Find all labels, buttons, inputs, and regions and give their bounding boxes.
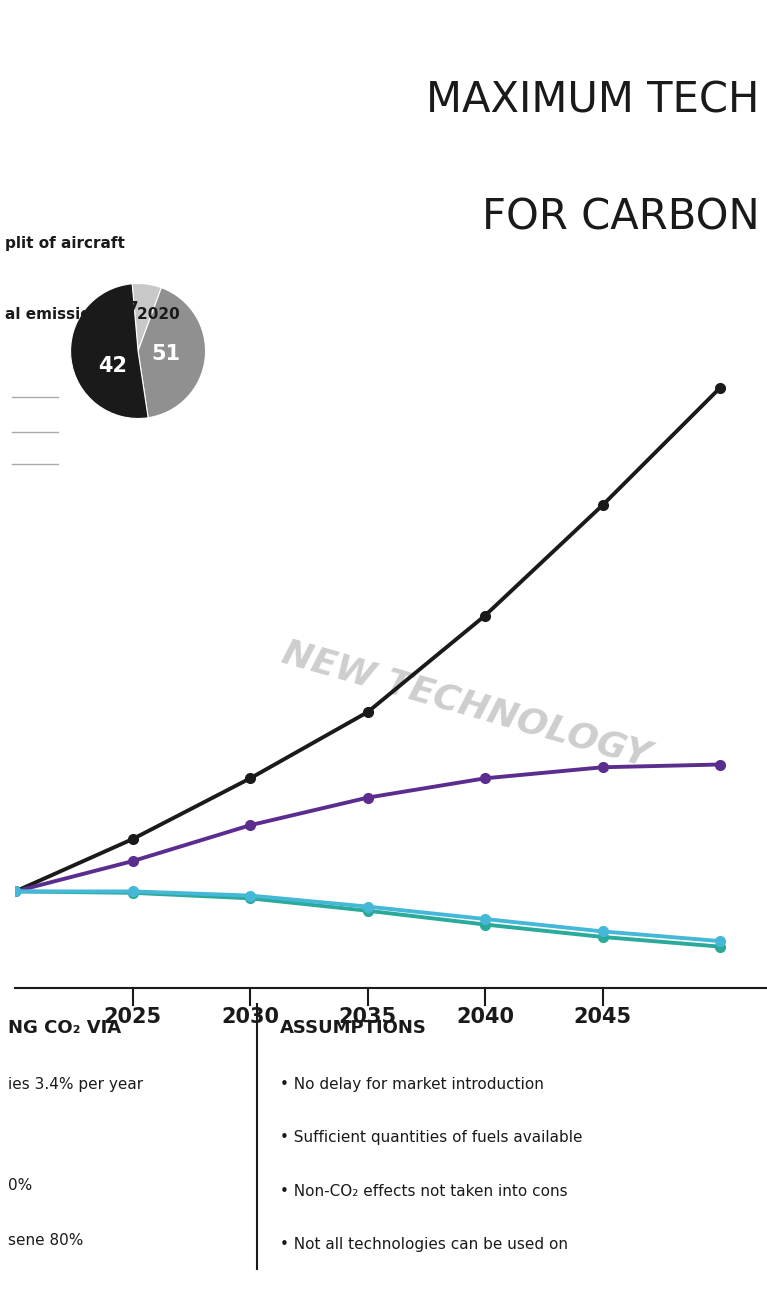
- Text: ASSUMPTIONS: ASSUMPTIONS: [280, 1019, 426, 1037]
- Text: • No delay for market introduction: • No delay for market introduction: [280, 1076, 544, 1092]
- Text: ies 3.4% per year: ies 3.4% per year: [8, 1076, 143, 1092]
- Text: FOR CARBON: FOR CARBON: [482, 196, 759, 239]
- Text: 42: 42: [98, 356, 127, 376]
- Wedge shape: [71, 283, 148, 419]
- Text: 51: 51: [152, 344, 181, 364]
- Text: NEW TECHNOLOGY: NEW TECHNOLOGY: [278, 636, 654, 773]
- Wedge shape: [138, 287, 206, 417]
- Text: • Non-CO₂ effects not taken into cons: • Non-CO₂ effects not taken into cons: [280, 1184, 568, 1199]
- Text: NG CO₂ VIA: NG CO₂ VIA: [8, 1019, 120, 1037]
- Text: al emissions in 2020: al emissions in 2020: [5, 307, 179, 322]
- Text: • Not all technologies can be used on: • Not all technologies can be used on: [280, 1238, 568, 1252]
- Text: 7: 7: [127, 300, 139, 318]
- Text: MAXIMUM TECH: MAXIMUM TECH: [426, 79, 759, 122]
- Text: sene 80%: sene 80%: [8, 1232, 83, 1248]
- Text: 0%: 0%: [8, 1178, 32, 1193]
- Text: plit of aircraft: plit of aircraft: [5, 235, 125, 251]
- Text: • Sufficient quantities of fuels available: • Sufficient quantities of fuels availab…: [280, 1131, 582, 1145]
- Wedge shape: [132, 283, 161, 351]
